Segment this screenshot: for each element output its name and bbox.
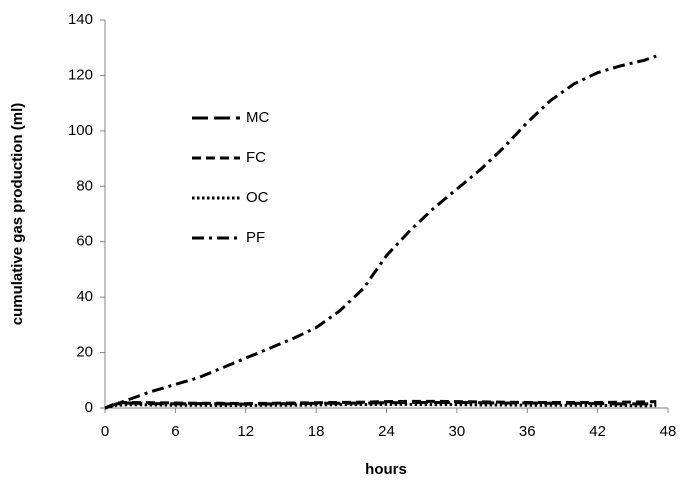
x-tick-label: 18	[308, 423, 325, 440]
y-tick-label: 140	[68, 11, 93, 28]
x-axis-title: hours	[365, 461, 407, 478]
y-tick-label: 40	[76, 288, 93, 305]
y-tick-label: 20	[76, 344, 93, 361]
x-tick-label: 0	[101, 423, 109, 440]
y-tick-label: 120	[68, 66, 93, 83]
legend-label: OC	[246, 189, 269, 206]
y-axis-title: cumulative gas production (ml)	[9, 103, 26, 326]
legend-label: FC	[246, 149, 266, 166]
x-tick-label: 36	[519, 423, 536, 440]
series-line	[104, 54, 657, 410]
series-line	[104, 399, 657, 410]
y-tick-label: 60	[76, 233, 93, 250]
x-tick-label: 6	[171, 423, 179, 440]
x-tick-label: 24	[378, 423, 395, 440]
x-tick-label: 48	[660, 423, 677, 440]
y-tick-label: 80	[76, 177, 93, 194]
y-tick-label: 100	[68, 122, 93, 139]
legend-label: PF	[246, 229, 265, 246]
series-line	[104, 402, 657, 410]
x-tick-label: 42	[589, 423, 606, 440]
x-tick-label: 30	[449, 423, 466, 440]
y-tick-label: 0	[85, 399, 93, 416]
legend-label: MC	[246, 109, 269, 126]
x-tick-label: 12	[237, 423, 254, 440]
